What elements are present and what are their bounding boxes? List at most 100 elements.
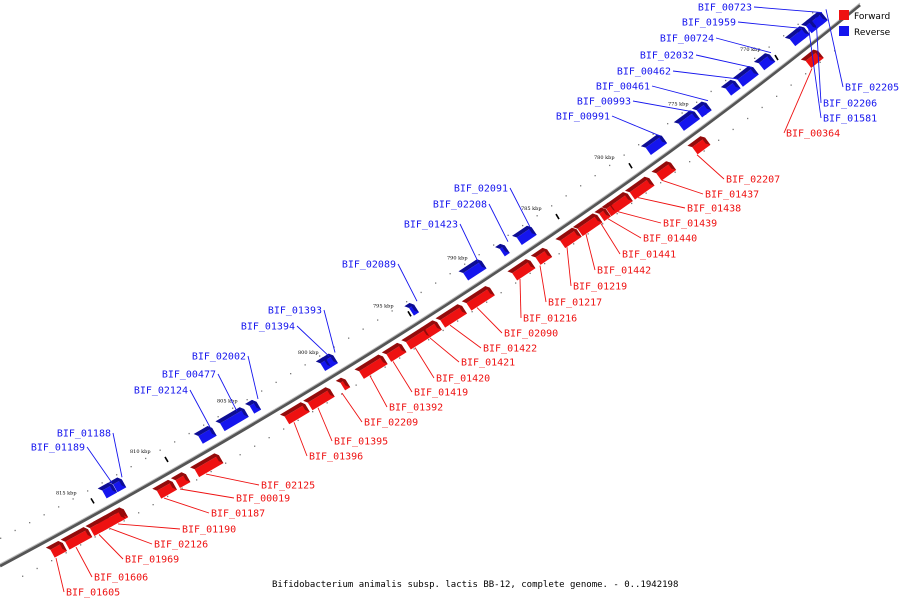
gene-label-text: BIF_00019 [236, 494, 290, 505]
axis-dot [565, 195, 567, 197]
gene-label-text: BIF_02207 [726, 175, 780, 186]
gene-label-text: BIF_02091 [454, 184, 508, 195]
axis-dot [145, 457, 147, 460]
axis-dot [710, 90, 712, 93]
axis-dot [261, 390, 263, 392]
scale-ticks: 815 kbp 810 kbp 805 kbp 800 kbp 795 kbp 790 k… [56, 47, 779, 504]
gene-label: BIF_01442 [585, 233, 651, 277]
axis-dot [14, 529, 16, 532]
axis-dot [22, 575, 24, 577]
forward-gene [651, 161, 677, 181]
axis-dot [0, 537, 2, 539]
forward-gene [594, 207, 611, 222]
reverse-gene [811, 11, 828, 26]
forward-gene [335, 377, 351, 391]
gene-label-text: BIF_00477 [162, 370, 216, 381]
gene-label: BIF_01437 [661, 179, 759, 201]
axis-dot [449, 273, 451, 275]
gene-label: BIF_02090 [476, 307, 558, 340]
gene-label-text: BIF_01420 [436, 374, 490, 385]
axis-dot [130, 466, 132, 468]
axis-dot [754, 57, 756, 59]
axis-dot [732, 128, 734, 131]
axis-dot [478, 254, 480, 256]
reverse-gene [193, 426, 217, 444]
axis-dot [500, 292, 502, 294]
gene-label-text: BIF_01189 [31, 443, 85, 454]
axis-dot [254, 445, 256, 447]
forward-gene [435, 304, 467, 328]
axis-dot [464, 263, 466, 265]
genome-backbone [0, 3, 861, 568]
axis-dot [101, 482, 103, 484]
gene-label-text: BIF_02209 [364, 418, 418, 429]
gene-label: BIF_01439 [617, 211, 717, 230]
legend-reverse-label: Reverse [854, 28, 891, 38]
forward-gene [60, 527, 93, 550]
axis-dot [239, 454, 241, 456]
axis-dot [275, 381, 277, 384]
gene-label: BIF_01420 [414, 347, 490, 385]
gene-label: BIF_01419 [392, 361, 468, 399]
reverse-gene [793, 26, 810, 40]
backbone-highlight [0, 2, 861, 565]
forward-gene [420, 320, 442, 338]
forward-gene [354, 354, 388, 379]
axis-dot [768, 46, 770, 48]
gene-label: BIF_00462 [617, 67, 738, 80]
gene-label: BIF_00477 [162, 370, 238, 412]
axis-dot [522, 224, 524, 227]
axis-dot [290, 373, 292, 375]
axis-dot [188, 432, 190, 435]
axis-dot [573, 243, 575, 245]
scale-tick-label: 795 kbp [373, 303, 394, 309]
axis-dot [652, 133, 654, 135]
gene-label: BIF_01422 [449, 324, 537, 355]
gene-label: BIF_01440 [607, 218, 697, 245]
genes [45, 11, 828, 558]
axis-dot [138, 512, 140, 514]
axis-dot [225, 462, 227, 464]
gene-label: BIF_02091 [454, 184, 531, 228]
forward-gene [45, 540, 67, 558]
forward-gene [279, 402, 310, 425]
forward-gene [555, 227, 582, 249]
gene-label-text: BIF_01419 [414, 388, 468, 399]
axis-dot [703, 150, 705, 152]
axis-dot [761, 106, 763, 109]
gene-label: BIF_02032 [640, 51, 753, 68]
axis-dot [312, 411, 314, 413]
forward-gene [170, 472, 191, 489]
axis-dot [399, 357, 401, 359]
gene-label-text: BIF_01219 [573, 282, 627, 293]
axis-dot [159, 449, 161, 451]
gene-label-text: BIF_01605 [66, 588, 120, 599]
axis-dot [319, 355, 321, 357]
axis-dot [377, 319, 379, 321]
axis-dot [609, 164, 611, 167]
axis-dot [544, 262, 546, 265]
forward-gene [687, 136, 711, 155]
axis-dot [109, 528, 111, 530]
forward-gene [190, 453, 224, 478]
axis-dot [797, 23, 799, 25]
gene-label-text: BIF_01421 [461, 358, 515, 369]
axis-dot [232, 407, 234, 409]
forward-gene [530, 247, 553, 265]
scale-tick: 785 kbp [521, 206, 560, 220]
gene-label: BIF_01190 [117, 523, 236, 536]
reverse-gene [495, 243, 510, 257]
gene-label-text: BIF_01393 [268, 306, 322, 317]
axis-dot [246, 399, 248, 401]
axis-dot [805, 73, 807, 75]
scale-tick: 795 kbp [373, 303, 412, 317]
axis-dot [362, 328, 364, 330]
axis-dot [203, 424, 205, 426]
reverse-gene [673, 110, 700, 131]
axis-dot [72, 498, 74, 500]
axis-dot [217, 416, 219, 418]
axis-dot [747, 117, 749, 120]
scale-tick-label: 805 kbp [217, 399, 238, 405]
axis-dot [486, 301, 488, 303]
axis-dot [558, 253, 560, 255]
